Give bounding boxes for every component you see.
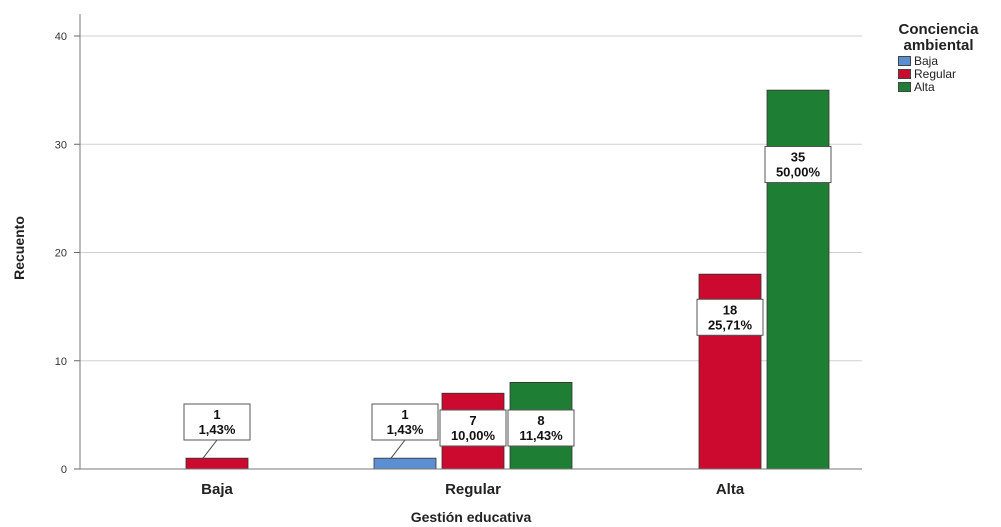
y-axis-title: Recuento [11, 216, 27, 280]
data-label-percent: 10,00% [451, 428, 496, 443]
x-tick-label: Alta [716, 481, 745, 498]
legend-item: Regular [898, 66, 1001, 81]
x-tick-label: Baja [201, 481, 233, 498]
label-leader-line [202, 439, 218, 459]
bar [185, 457, 249, 470]
x-axis-title: Gestión educativa [411, 509, 532, 525]
data-label-percent: 11,43% [519, 428, 563, 443]
legend-item: Baja [898, 53, 1001, 68]
data-label-count: 8 [537, 413, 544, 428]
y-tick-label: 30 [55, 139, 67, 151]
legend-label: Baja [914, 53, 939, 68]
data-label-count: 1 [213, 407, 220, 422]
bar [373, 457, 437, 470]
legend-title: Conciencia ambiental [898, 21, 979, 54]
data-labels: 11,43%11,43%710,00%1825,71%811,43%3550,0… [183, 146, 832, 459]
data-label-box [507, 409, 575, 447]
label-leader-line [390, 439, 406, 459]
data-label-count: 35 [791, 150, 805, 165]
legend-swatch [898, 55, 911, 66]
y-tick-label: 10 [55, 356, 67, 368]
legend-swatch [898, 81, 911, 92]
legend-swatch [898, 68, 911, 79]
data-label-percent: 1,43% [387, 422, 424, 437]
data-label-count: 1 [401, 407, 408, 422]
y-tick-label: 20 [55, 248, 67, 260]
data-label-percent: 50,00% [776, 165, 821, 180]
data-label-box [696, 298, 764, 336]
data-label-count: 18 [723, 302, 737, 317]
data-label-box [371, 403, 439, 441]
data-label-count: 7 [469, 413, 476, 428]
data-label-box [764, 146, 832, 184]
x-tick-label: Regular [445, 481, 501, 498]
axes: 0 10 20 30 40 Baja Regular Alta [55, 14, 862, 498]
data-label-box [439, 409, 507, 447]
data-label-box [183, 403, 251, 441]
y-tick-label: 0 [61, 464, 67, 476]
y-tick-label: 40 [55, 31, 67, 43]
legend-items: Baja Regular Alta [876, 53, 1001, 94]
legend: Conciencia ambiental Baja Regular Alta [876, 21, 1001, 94]
legend-label: Regular [914, 66, 957, 81]
legend-item: Alta [898, 79, 1001, 94]
legend-label: Alta [914, 79, 935, 94]
data-label-percent: 25,71% [708, 317, 753, 332]
data-label-percent: 1,43% [199, 422, 236, 437]
